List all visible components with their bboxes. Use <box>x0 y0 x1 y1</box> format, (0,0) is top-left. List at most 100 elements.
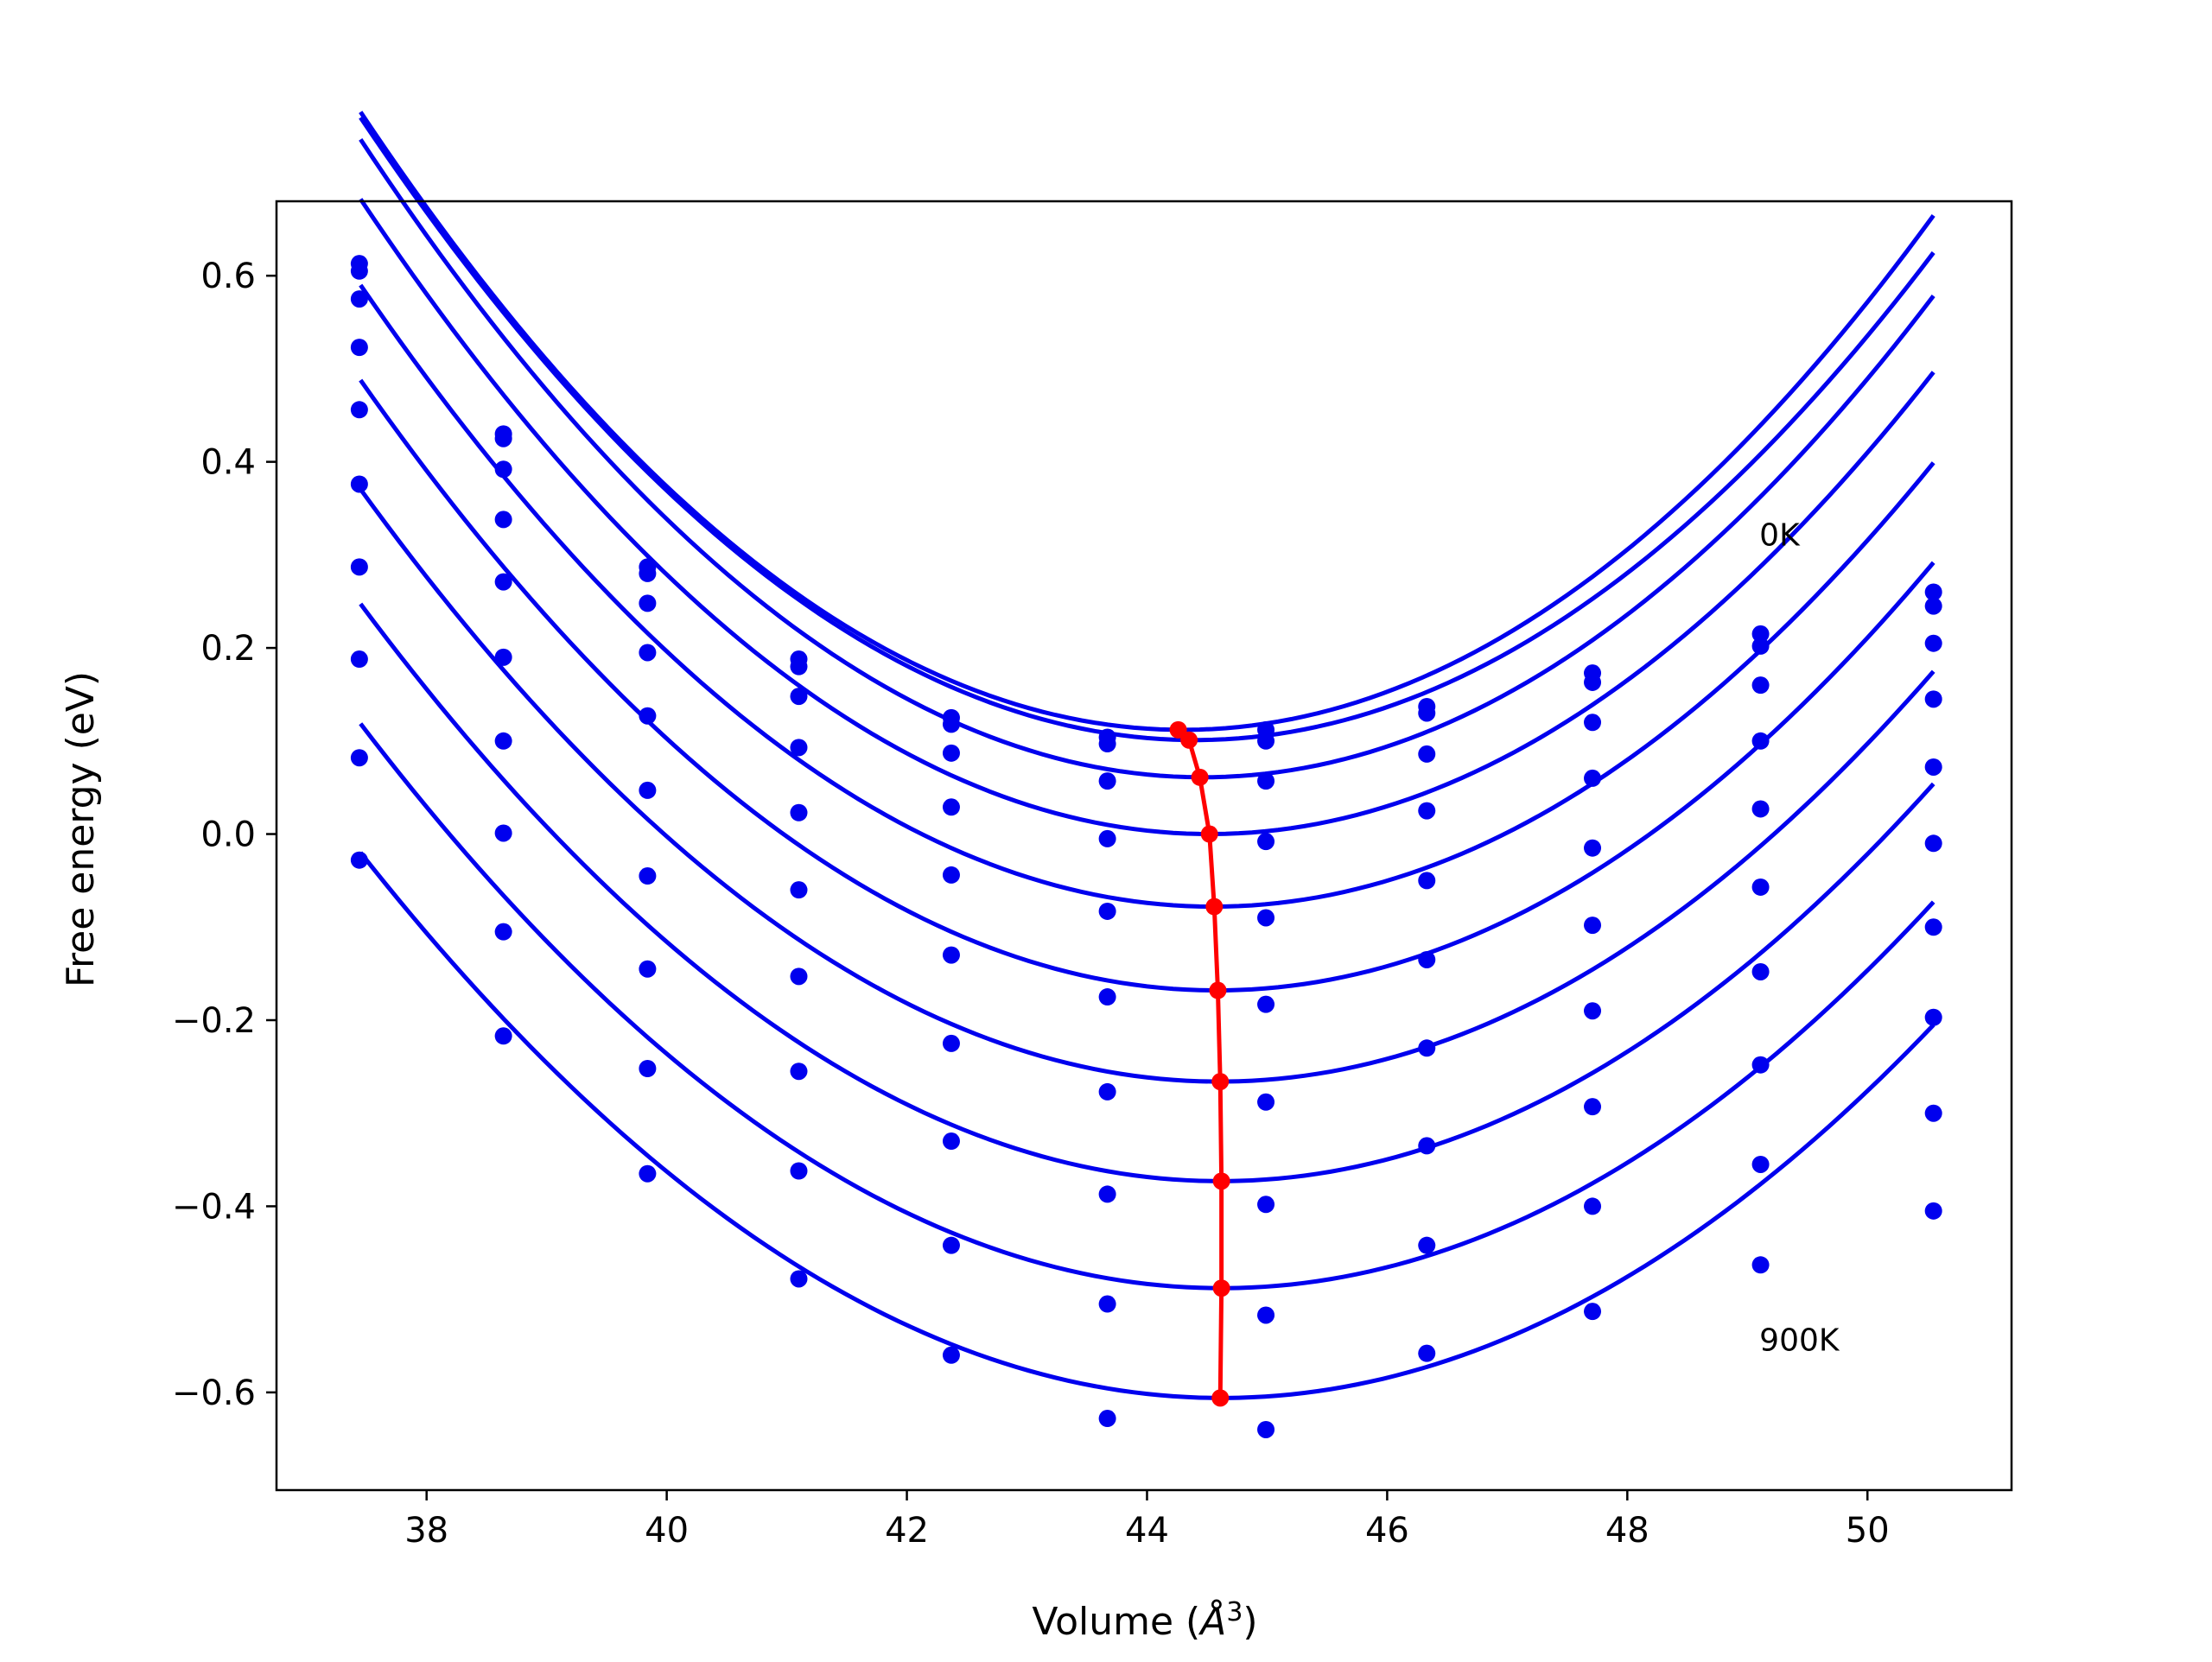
data-point-5-0 <box>350 475 368 493</box>
data-point-1-1 <box>494 429 512 447</box>
data-point-3-1 <box>494 511 512 529</box>
data-point-8-1 <box>494 923 512 941</box>
data-point-9-9 <box>1751 1256 1770 1274</box>
minima-point-0 <box>1169 720 1187 739</box>
data-point-6-9 <box>1751 962 1770 980</box>
data-point-5-9 <box>1751 878 1770 896</box>
data-point-3-0 <box>350 339 368 357</box>
fit-curve-8 <box>359 722 1936 1291</box>
data-point-5-3 <box>790 881 808 899</box>
data-point-4-4 <box>942 866 960 884</box>
data-point-4-7 <box>1418 872 1436 890</box>
data-point-8-8 <box>1584 1197 1602 1215</box>
data-point-2-1 <box>494 460 512 479</box>
data-point-3-9 <box>1751 732 1770 750</box>
data-point-4-6 <box>1257 909 1275 927</box>
data-point-8-5 <box>1098 1295 1116 1313</box>
data-point-0-10 <box>1924 583 1942 601</box>
data-point-9-3 <box>790 1270 808 1288</box>
data-point-3-4 <box>942 798 960 816</box>
y-tick-label-2: 0.2 <box>200 629 256 669</box>
x-tick-label-1: 40 <box>645 1511 689 1551</box>
x-tick-label-5: 48 <box>1605 1511 1649 1551</box>
data-point-1-0 <box>350 262 368 280</box>
data-point-2-6 <box>1257 772 1275 790</box>
data-point-1-7 <box>1418 704 1436 722</box>
x-axis-label: Volume (Å3) <box>1032 1597 1257 1644</box>
x-tick-label-3: 44 <box>1125 1511 1169 1551</box>
minima-point-5 <box>1209 981 1227 999</box>
data-point-1-8 <box>1584 673 1602 691</box>
data-point-7-8 <box>1584 1098 1602 1116</box>
data-point-7-4 <box>942 1132 960 1151</box>
minima-point-3 <box>1200 825 1218 843</box>
fit-curve-3 <box>359 198 1936 837</box>
data-point-2-3 <box>790 688 808 706</box>
plot-frame <box>275 200 2013 1492</box>
data-point-8-6 <box>1257 1306 1275 1324</box>
data-point-3-3 <box>790 739 808 757</box>
data-point-2-4 <box>942 744 960 762</box>
y-tick-label-3: 0.0 <box>200 815 256 855</box>
fit-curve-7 <box>359 602 1936 1183</box>
data-point-7-6 <box>1257 1196 1275 1214</box>
data-point-9-2 <box>639 1164 657 1183</box>
data-point-2-8 <box>1584 714 1602 732</box>
data-point-9-6 <box>1257 1420 1275 1438</box>
data-point-1-6 <box>1257 732 1275 750</box>
data-point-3-7 <box>1418 802 1436 820</box>
data-point-7-9 <box>1751 1056 1770 1074</box>
data-point-3-10 <box>1924 690 1942 708</box>
data-point-5-8 <box>1584 917 1602 935</box>
y-tick-label-1: 0.4 <box>200 443 256 483</box>
data-point-1-2 <box>639 564 657 582</box>
data-point-7-7 <box>1418 1137 1436 1155</box>
data-point-4-1 <box>494 573 512 591</box>
y-axis-label: Free energy (eV) <box>59 671 103 987</box>
data-point-5-7 <box>1418 950 1436 968</box>
data-point-9-8 <box>1584 1303 1602 1321</box>
data-point-9-0 <box>350 851 368 869</box>
data-point-9-10 <box>1924 1202 1942 1220</box>
data-point-8-10 <box>1924 1104 1942 1122</box>
fit-curve-2 <box>359 137 1936 780</box>
data-point-9-1 <box>494 1027 512 1045</box>
data-point-7-3 <box>790 1063 808 1081</box>
fit-curve-0 <box>359 111 1936 733</box>
data-point-6-8 <box>1584 1002 1602 1020</box>
data-point-2-5 <box>1098 772 1116 790</box>
data-point-5-4 <box>942 946 960 964</box>
data-point-7-0 <box>350 650 368 669</box>
data-point-6-0 <box>350 558 368 576</box>
data-point-5-5 <box>1098 988 1116 1006</box>
x-tick-label-4: 46 <box>1365 1511 1409 1551</box>
minima-point-9 <box>1211 1389 1230 1407</box>
data-point-4-0 <box>350 401 368 419</box>
fit-curve-6 <box>359 487 1936 1084</box>
minima-point-2 <box>1191 768 1209 786</box>
y-tick-label-6: −0.6 <box>172 1373 256 1413</box>
minima-point-6 <box>1211 1073 1230 1091</box>
data-point-3-8 <box>1584 769 1602 787</box>
data-point-2-2 <box>639 594 657 612</box>
data-point-4-5 <box>1098 902 1116 920</box>
fit-curve-5 <box>359 378 1936 993</box>
data-point-7-10 <box>1924 1008 1942 1026</box>
minima-point-4 <box>1205 898 1224 916</box>
data-point-3-2 <box>639 644 657 662</box>
fit-curve-4 <box>359 283 1936 910</box>
y-tick-label-0: 0.6 <box>200 257 256 296</box>
data-point-1-5 <box>1098 735 1116 753</box>
data-point-7-5 <box>1098 1185 1116 1203</box>
data-point-6-7 <box>1418 1039 1436 1057</box>
data-point-6-10 <box>1924 918 1942 936</box>
y-tick-label-5: −0.4 <box>172 1187 256 1227</box>
data-point-8-9 <box>1751 1155 1770 1173</box>
x-tick-label-6: 50 <box>1846 1511 1890 1551</box>
data-point-3-5 <box>1098 829 1116 847</box>
data-point-9-7 <box>1418 1344 1436 1362</box>
data-point-4-2 <box>639 707 657 725</box>
data-point-9-5 <box>1098 1410 1116 1428</box>
data-point-2-10 <box>1924 634 1942 652</box>
